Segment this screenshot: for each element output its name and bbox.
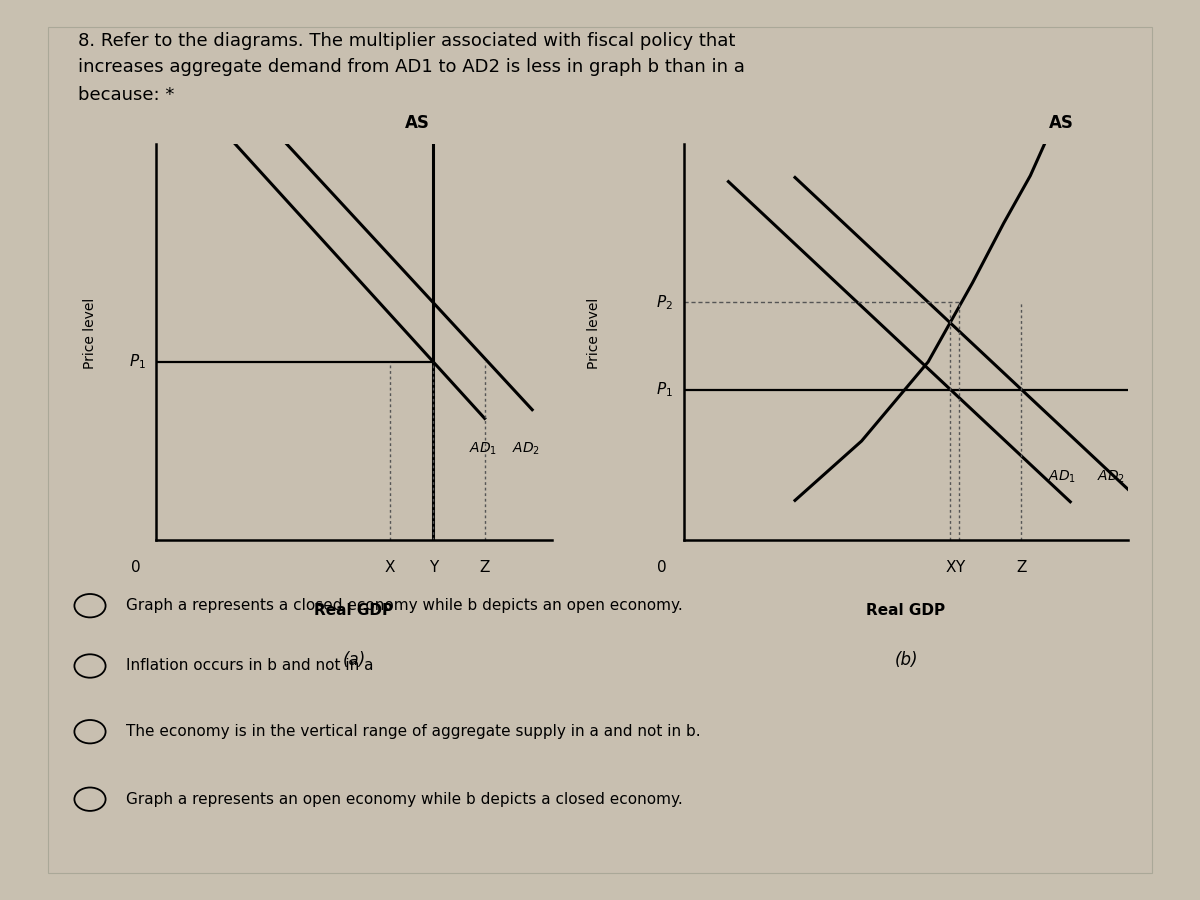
Text: Inflation occurs in b and not in a: Inflation occurs in b and not in a <box>126 659 373 673</box>
Text: Y: Y <box>428 560 438 575</box>
Text: $AD_1$: $AD_1$ <box>1048 469 1076 485</box>
Text: Graph a represents a closed economy while b depicts an open economy.: Graph a represents a closed economy whil… <box>126 598 683 613</box>
Text: 0: 0 <box>656 560 666 575</box>
Text: $P_1$: $P_1$ <box>130 353 146 371</box>
Text: X: X <box>384 560 395 575</box>
Text: X: X <box>946 560 955 575</box>
Text: 0: 0 <box>131 560 140 575</box>
Text: AS: AS <box>1049 114 1074 132</box>
Text: $AD_2$: $AD_2$ <box>1097 469 1126 485</box>
Text: Graph a represents an open economy while b depicts a closed economy.: Graph a represents an open economy while… <box>126 792 683 806</box>
Text: $P_1$: $P_1$ <box>656 380 673 399</box>
Text: $AD_1$: $AD_1$ <box>469 441 497 457</box>
Text: Real GDP: Real GDP <box>866 603 946 618</box>
Text: Price level: Price level <box>83 297 97 369</box>
Text: Z: Z <box>1016 560 1027 575</box>
Text: Real GDP: Real GDP <box>314 603 394 618</box>
Text: $AD_2$: $AD_2$ <box>512 441 540 457</box>
Text: because: *: because: * <box>78 86 174 104</box>
Text: The economy is in the vertical range of aggregate supply in a and not in b.: The economy is in the vertical range of … <box>126 724 701 739</box>
Text: (b): (b) <box>894 651 918 669</box>
Text: increases aggregate demand from AD1 to AD2 is less in graph b than in a: increases aggregate demand from AD1 to A… <box>78 58 745 76</box>
Text: (a): (a) <box>342 651 366 669</box>
Text: AS: AS <box>404 114 430 132</box>
Text: Price level: Price level <box>587 297 601 369</box>
Text: $P_2$: $P_2$ <box>656 293 673 311</box>
Text: 8. Refer to the diagrams. The multiplier associated with fiscal policy that: 8. Refer to the diagrams. The multiplier… <box>78 32 736 50</box>
Text: Y: Y <box>955 560 964 575</box>
Text: Z: Z <box>480 560 490 575</box>
